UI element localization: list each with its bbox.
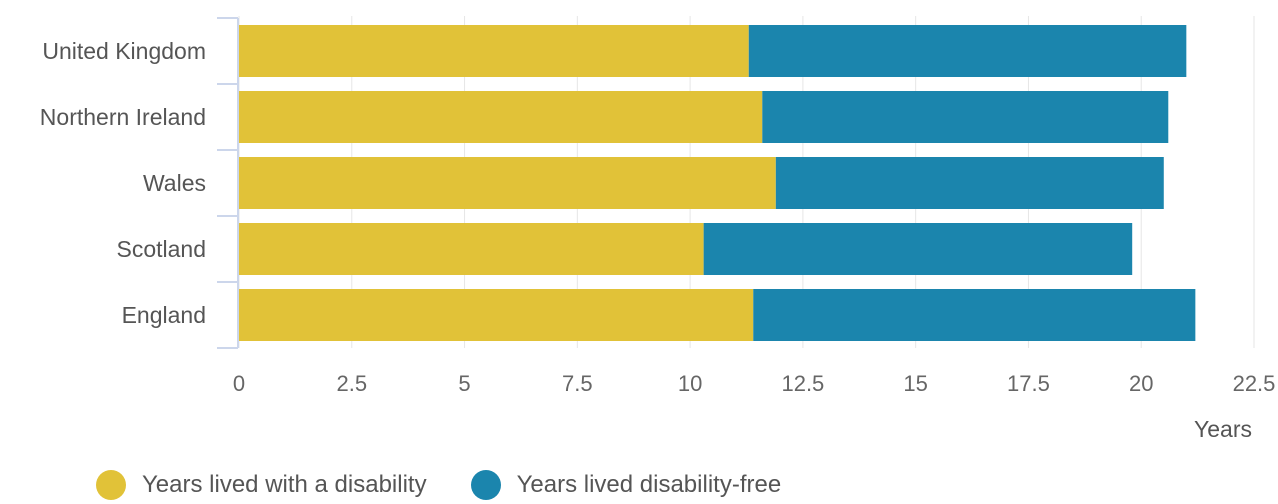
legend-item-disability[interactable]: Years lived with a disability (96, 470, 427, 500)
category-label: Wales (143, 170, 206, 196)
x-axis-title: Years (1194, 416, 1252, 442)
legend: Years lived with a disability Years live… (96, 470, 781, 500)
x-tick-label: 22.5 (1233, 371, 1276, 396)
x-tick-label: 2.5 (336, 371, 367, 396)
bar-disability (239, 25, 749, 77)
legend-label-disability: Years lived with a disability (142, 471, 427, 498)
bar-disability (239, 289, 754, 341)
legend-label-disability-free: Years lived disability-free (516, 471, 782, 498)
bar-disability (239, 91, 763, 143)
legend-item-disability-free[interactable]: Years lived disability-free (470, 470, 782, 500)
category-label: England (122, 302, 206, 328)
legend-swatch-disability (96, 470, 126, 500)
category-label: United Kingdom (42, 38, 206, 64)
legend-swatch-disability-free (470, 470, 501, 500)
x-tick-label: 17.5 (1007, 371, 1050, 396)
bar-disability-free (753, 289, 1196, 341)
x-tick-label: 5 (458, 371, 470, 396)
bar-disability (239, 223, 704, 275)
x-tick-label: 12.5 (781, 371, 824, 396)
category-label: Northern Ireland (40, 104, 206, 130)
bar-disability-free (775, 157, 1164, 209)
bar-disability-free (703, 223, 1133, 275)
category-label: Scotland (116, 236, 206, 262)
x-tick-label: 10 (678, 371, 702, 396)
bar-disability-free (762, 91, 1169, 143)
bar-disability (239, 157, 776, 209)
x-tick-label: 7.5 (562, 371, 593, 396)
x-tick-label: 20 (1129, 371, 1153, 396)
x-tick-label: 15 (903, 371, 927, 396)
x-tick-label: 0 (233, 371, 245, 396)
bar-disability-free (748, 25, 1187, 77)
